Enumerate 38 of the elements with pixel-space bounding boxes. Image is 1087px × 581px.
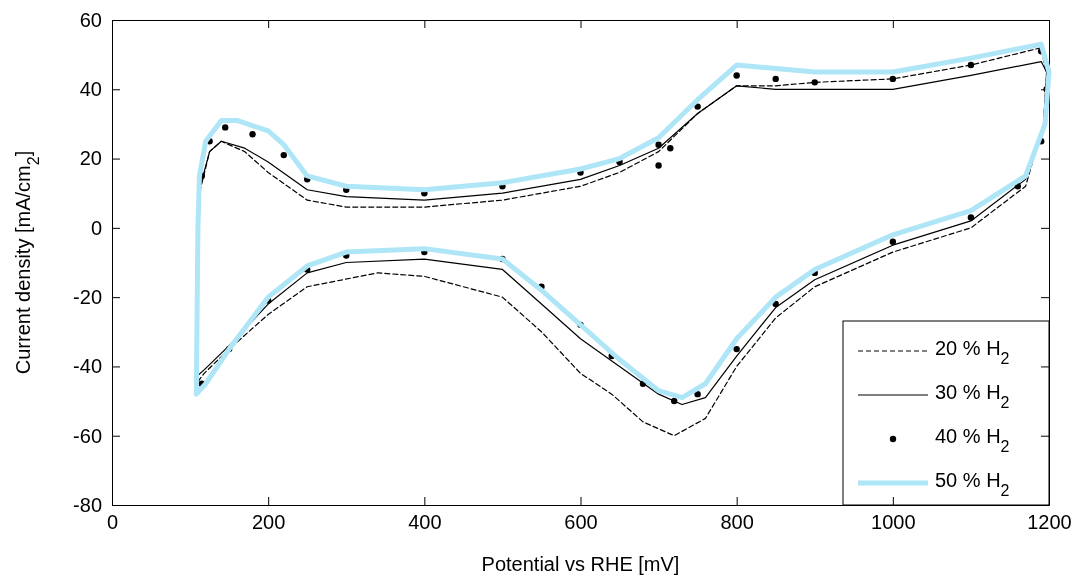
point — [655, 162, 662, 169]
point — [889, 75, 897, 83]
point — [967, 61, 975, 69]
y-tick-label: 40 — [79, 78, 102, 101]
point — [694, 390, 701, 398]
legend-label: 40 % H$_{2}$ — [935, 425, 1010, 455]
y-tick-label: -80 — [73, 493, 102, 516]
point — [655, 141, 662, 148]
x-tick-label: 1000 — [871, 511, 916, 534]
legend-label: 20 % H$_{2}$ — [935, 337, 1010, 367]
x-tick-label: 200 — [251, 511, 286, 534]
point — [667, 144, 674, 152]
point — [280, 151, 287, 159]
x-tick-label: 0 — [106, 511, 119, 534]
legend-label: 30 % H$_{2}$ — [935, 381, 1010, 411]
y-tick-label: 60 — [79, 8, 102, 31]
x-tick-label: 400 — [408, 511, 442, 534]
point — [733, 345, 740, 353]
y-tick-label: 0 — [90, 216, 102, 239]
point — [671, 397, 678, 405]
x-tick-label: 1200 — [1027, 511, 1072, 534]
point — [772, 300, 779, 308]
point — [222, 124, 229, 131]
point — [889, 238, 897, 245]
point — [772, 75, 779, 83]
y-tick-label: 20 — [79, 147, 102, 170]
y-tick-label: -20 — [73, 286, 102, 309]
x-axis-title: Potential vs RHE [mV] — [481, 553, 680, 575]
x-tick-label: 800 — [720, 511, 754, 534]
legend-label: 50 % H$_{2}$ — [935, 469, 1010, 499]
y-tick-label: -40 — [73, 355, 102, 378]
y-tick-label: -60 — [73, 424, 102, 447]
point — [249, 131, 256, 138]
point — [733, 72, 740, 79]
point — [694, 103, 701, 110]
x-tick-label: 600 — [564, 511, 598, 534]
point — [811, 79, 818, 86]
point — [967, 214, 975, 221]
